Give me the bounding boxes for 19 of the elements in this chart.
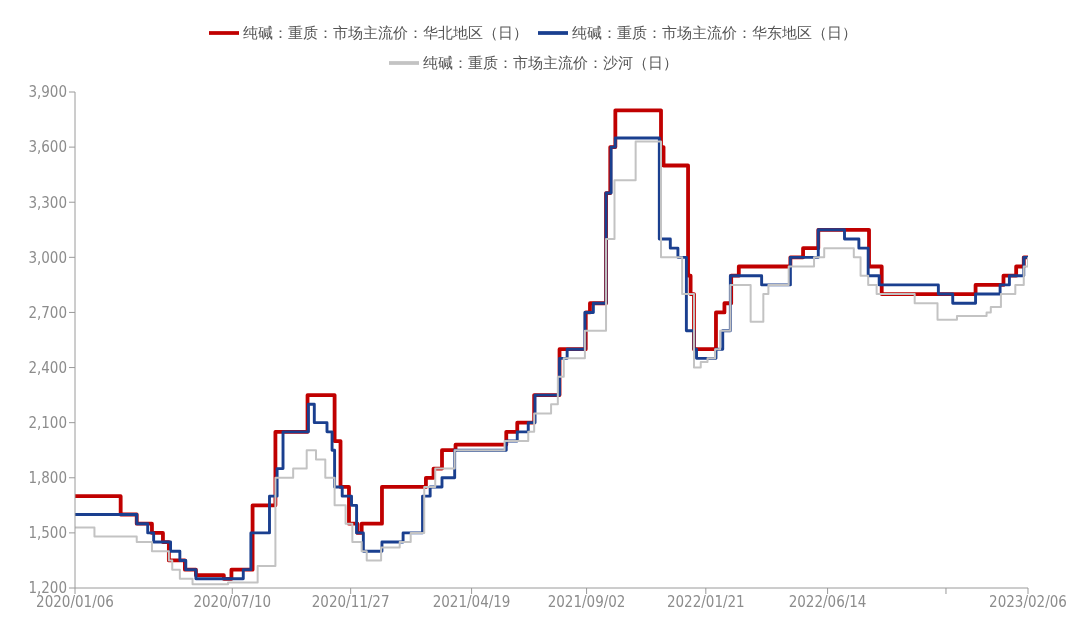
x-tick-label: 2021/04/19	[432, 592, 511, 611]
y-tick-label: 3,900	[28, 83, 67, 102]
y-tick-label: 1,800	[28, 469, 67, 488]
x-tick-label: 2020/07/10	[193, 592, 272, 611]
y-tick-label: 2,400	[28, 358, 67, 377]
legend-label: 纯碱：重质：市场主流价：华北地区（日）	[243, 23, 528, 42]
legend-label: 纯碱：重质：市场主流价：沙河（日）	[422, 53, 678, 72]
legend-label: 纯碱：重质：市场主流价：华东地区（日）	[572, 23, 857, 42]
x-tick-label: 2022/06/14	[788, 592, 867, 611]
x-tick-label: 2023/02/06	[989, 592, 1067, 611]
y-tick-label: 3,300	[28, 193, 67, 212]
x-tick-label: 2020/11/27	[311, 592, 390, 611]
y-tick-label: 3,600	[28, 138, 67, 157]
y-tick-label: 2,700	[28, 303, 67, 322]
y-tick-label: 2,100	[28, 413, 67, 432]
y-tick-label: 3,000	[28, 248, 67, 267]
x-tick-label: 2022/01/21	[666, 592, 745, 611]
y-tick-label: 1,500	[28, 524, 67, 543]
x-tick-label: 2021/09/02	[547, 592, 626, 611]
